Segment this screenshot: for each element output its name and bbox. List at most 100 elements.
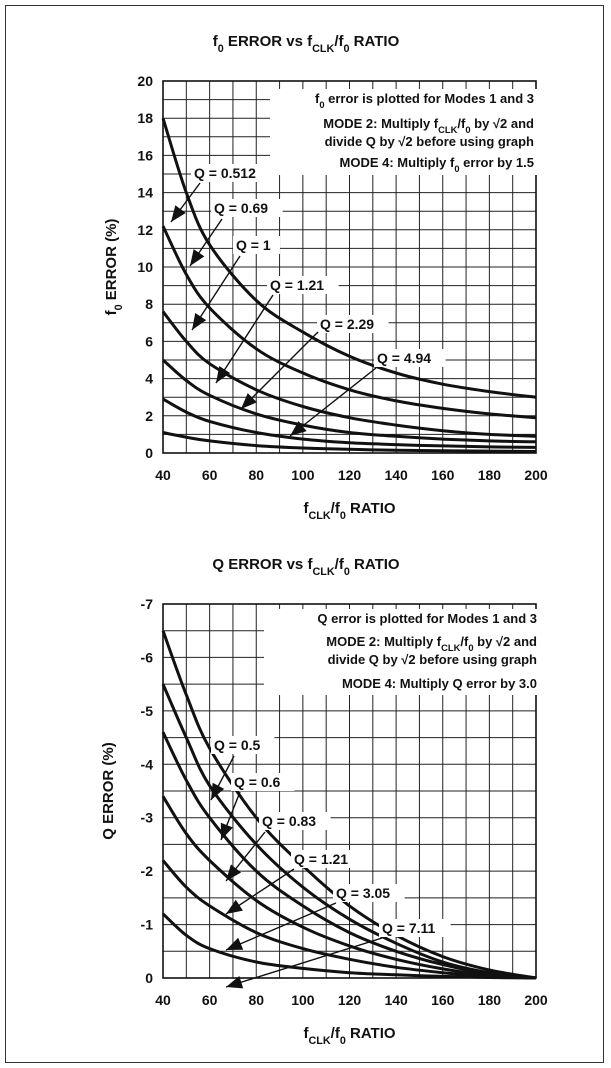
series-label-bg	[233, 236, 280, 254]
y-tick-label: 2	[145, 408, 153, 424]
series-arrowhead	[241, 393, 257, 409]
x-tick-label: 100	[291, 467, 315, 483]
note-line: MODE 4: Multiply f0 error by 1.5	[340, 155, 534, 174]
series-label-bg	[259, 812, 331, 830]
note-line: divide Q by √2 before using graph	[325, 134, 534, 149]
plot-area	[162, 80, 537, 454]
y-tick-label: 20	[137, 73, 153, 89]
plot-area	[162, 603, 537, 979]
x-tick-label: 100	[291, 992, 315, 1008]
series-arrow	[240, 331, 319, 410]
y-tick-label: 0	[145, 970, 153, 986]
note-line: MODE 2: Multiply fCLK/f0 by √2 and	[323, 116, 534, 135]
x-tick-label: 60	[202, 992, 218, 1008]
series-label-bg	[191, 164, 271, 182]
series-label: Q = 1	[236, 237, 271, 253]
y-tick-label: -7	[141, 596, 154, 612]
y-tick-label: -3	[141, 810, 154, 826]
series-label-bg	[211, 199, 283, 217]
series-label: Q = 0.6	[234, 774, 281, 790]
x-tick-label: 120	[338, 467, 362, 483]
series-arrowhead	[190, 249, 205, 266]
series-line	[162, 431, 537, 453]
x-tick-label: 140	[384, 992, 408, 1008]
series-arrowhead	[192, 313, 207, 330]
series-label: Q = 0.512	[194, 165, 256, 181]
series-label: Q = 0.83	[262, 813, 316, 829]
series-arrowhead	[226, 976, 244, 989]
series-line	[161, 731, 537, 980]
x-tick-label: 160	[431, 467, 455, 483]
x-tick-label: 180	[478, 467, 502, 483]
series-line	[162, 397, 537, 449]
series-arrow	[289, 367, 377, 437]
series-arrow	[225, 902, 337, 951]
series-line	[162, 358, 537, 444]
series-arrowhead	[226, 899, 243, 914]
figure-frame	[5, 5, 604, 1063]
note-line: MODE 4: Multiply Q error by 3.0	[342, 676, 537, 691]
series-label: Q = 1.21	[270, 277, 324, 293]
chart-2: 40 60 80 100 120 140 160 180 200 0 -1 -2 -3 -4 -5 -6 -7 Q…	[141, 596, 548, 1008]
note-line: divide Q by √2 before using graph	[328, 652, 537, 667]
series-line	[161, 117, 537, 399]
series-arrowhead	[220, 822, 233, 840]
x-tick-label: 120	[338, 992, 362, 1008]
x-tick-label: 40	[155, 467, 171, 483]
y-tick-label: -4	[141, 756, 154, 772]
x-tick-label: 180	[478, 992, 502, 1008]
notes-box	[270, 89, 542, 175]
y-tick-label: 6	[145, 333, 153, 349]
y-axis-title: Q ERROR (%)	[100, 742, 117, 840]
y-tick-label: 18	[137, 110, 153, 126]
series-line	[161, 683, 537, 980]
series-label-bg	[374, 349, 446, 367]
x-tick-label: 200	[524, 467, 548, 483]
y-tick-label: 0	[145, 445, 153, 461]
y-tick-label: -2	[141, 863, 154, 879]
series-label: Q = 2.29	[320, 316, 374, 332]
chart-title: f0 ERROR vs fCLK/f0 RATIO	[213, 33, 400, 55]
x-tick-label: 160	[431, 992, 455, 1008]
series-label-bg	[379, 919, 451, 937]
x-tick-label: 200	[524, 992, 548, 1008]
series-arrowhead	[211, 782, 225, 800]
series-arrow	[225, 937, 383, 988]
x-tick-label: 60	[202, 467, 218, 483]
series-label: Q = 0.5	[214, 737, 261, 753]
series-label: Q = 4.94	[377, 350, 431, 366]
x-axis-title: fCLK/f0 RATIO	[303, 1025, 395, 1047]
y-tick-label: -5	[141, 703, 154, 719]
series-label-bg	[231, 773, 295, 791]
series-line	[161, 859, 537, 980]
chart-title: Q ERROR vs fCLK/f0 RATIO	[212, 556, 399, 578]
series-label: Q = 1.21	[294, 851, 348, 867]
note-line: Q error is plotted for Modes 1 and 3	[317, 611, 537, 626]
series-line	[161, 310, 537, 438]
y-tick-label: 8	[145, 296, 153, 312]
series-arrowhead	[171, 205, 186, 222]
series-label: Q = 0.69	[214, 200, 268, 216]
y-tick-label: -6	[141, 649, 154, 665]
y-tick-label: 12	[137, 222, 153, 238]
series-label-bg	[333, 884, 405, 902]
note-line: MODE 2: Multiply fCLK/f0 by √2 and	[326, 634, 537, 653]
series-label: Q = 3.05	[336, 885, 390, 901]
series-line	[161, 225, 537, 420]
y-tick-label: 16	[137, 147, 153, 163]
x-tick-label: 80	[248, 467, 264, 483]
series-arrow	[215, 294, 274, 384]
chart-1: 40 60 80 100 120 140 160 180 200 0 2 4 6 8 10 12 14 16 18 2…	[137, 73, 547, 483]
series-line	[161, 912, 537, 980]
x-tick-label: 80	[248, 992, 264, 1008]
x-tick-label: 140	[384, 467, 408, 483]
y-axis-title: f0 ERROR (%)	[103, 219, 125, 316]
series-label-bg	[211, 736, 275, 754]
series-label: Q = 7.11	[382, 920, 436, 936]
y-tick-label: 14	[137, 185, 153, 201]
series-arrowhead	[216, 366, 231, 383]
y-tick-label: -1	[141, 917, 154, 933]
notes-box	[264, 609, 542, 695]
series-label-bg	[291, 850, 363, 868]
